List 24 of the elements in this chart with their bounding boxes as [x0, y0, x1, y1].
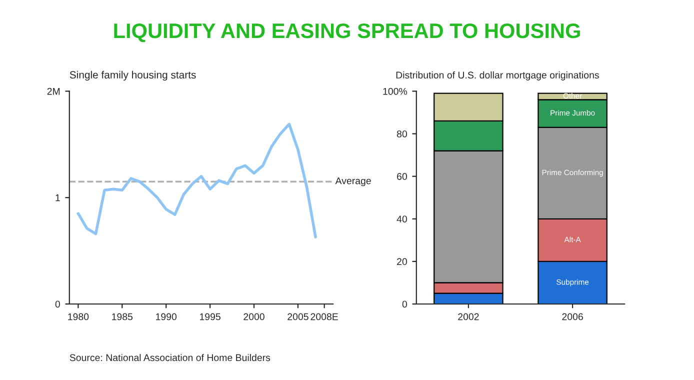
x-tick-label: 2000 — [244, 313, 264, 320]
y-tick-label: 0 — [402, 300, 407, 308]
chart-subtitle: Single family housing starts — [70, 70, 196, 81]
ref-line-label: Average — [335, 177, 371, 186]
x-tick-label: 1990 — [156, 313, 177, 320]
y-tick-label: 1 — [56, 194, 60, 202]
x-tick-label: 2005 — [288, 313, 308, 320]
y-tick-label: 80 — [396, 130, 407, 138]
chart-title: Distribution of U.S. dollar mortgage originations — [396, 71, 599, 80]
x-tick-label: 2008E — [310, 313, 338, 320]
source-note: Source: National Association of Home Builders — [70, 354, 270, 362]
line-series — [76, 122, 317, 238]
x-tick-label: 2002 — [458, 313, 479, 320]
chart-title: LIQUIDITY AND EASING SPREAD TO HOUSING — [114, 23, 580, 42]
x-tick-label: 1980 — [68, 313, 89, 320]
y-tick-label: 100% — [383, 88, 408, 95]
y-tick-label: 0 — [55, 300, 60, 308]
y-tick-label: 40 — [396, 216, 407, 222]
x-tick-label: 2006 — [562, 313, 583, 320]
x-tick-label: 1995 — [200, 313, 220, 320]
x-tick-label: 1985 — [112, 313, 133, 320]
y-tick-label: 2M — [47, 88, 60, 95]
y-tick-label: 20 — [397, 258, 407, 266]
y-tick-label: 60 — [397, 173, 407, 180]
